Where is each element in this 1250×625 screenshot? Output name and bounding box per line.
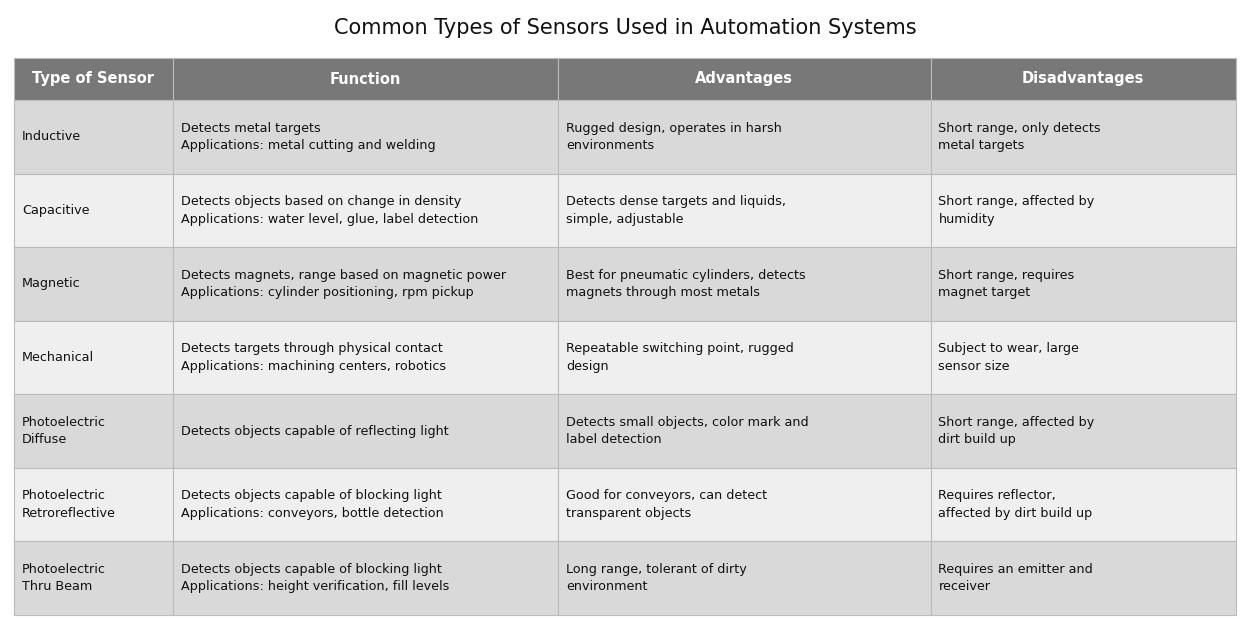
- Text: Detects targets through physical contact
Applications: machining centers, roboti: Detects targets through physical contact…: [181, 342, 446, 372]
- Text: Photoelectric
Thru Beam: Photoelectric Thru Beam: [22, 563, 106, 594]
- Bar: [930, 468, 1236, 541]
- Bar: [173, 100, 558, 174]
- Bar: [14, 394, 172, 468]
- Bar: [14, 58, 172, 100]
- Text: Mechanical: Mechanical: [22, 351, 94, 364]
- Bar: [930, 100, 1236, 174]
- Bar: [14, 541, 172, 615]
- Text: Type of Sensor: Type of Sensor: [32, 71, 155, 86]
- Text: Detects objects capable of blocking light
Applications: conveyors, bottle detect: Detects objects capable of blocking ligh…: [181, 489, 444, 520]
- Bar: [930, 58, 1236, 100]
- Text: Advantages: Advantages: [695, 71, 794, 86]
- Bar: [14, 174, 172, 247]
- Bar: [558, 100, 930, 174]
- Bar: [173, 247, 558, 321]
- Text: Disadvantages: Disadvantages: [1022, 71, 1145, 86]
- Bar: [930, 541, 1236, 615]
- Text: Subject to wear, large
sensor size: Subject to wear, large sensor size: [939, 342, 1080, 372]
- Text: Short range, only detects
metal targets: Short range, only detects metal targets: [939, 121, 1101, 152]
- Text: Detects metal targets
Applications: metal cutting and welding: Detects metal targets Applications: meta…: [181, 121, 435, 152]
- Text: Magnetic: Magnetic: [22, 278, 80, 291]
- Bar: [930, 321, 1236, 394]
- Bar: [930, 174, 1236, 247]
- Text: Inductive: Inductive: [22, 130, 81, 143]
- Text: Best for pneumatic cylinders, detects
magnets through most metals: Best for pneumatic cylinders, detects ma…: [566, 269, 805, 299]
- Text: Repeatable switching point, rugged
design: Repeatable switching point, rugged desig…: [566, 342, 794, 372]
- Bar: [14, 321, 172, 394]
- Text: Function: Function: [330, 71, 401, 86]
- Bar: [173, 58, 558, 100]
- Text: Photoelectric
Retroreflective: Photoelectric Retroreflective: [22, 489, 116, 520]
- Bar: [14, 247, 172, 321]
- Bar: [558, 321, 930, 394]
- Bar: [930, 247, 1236, 321]
- Bar: [930, 394, 1236, 468]
- Bar: [558, 174, 930, 247]
- Bar: [173, 394, 558, 468]
- Text: Capacitive: Capacitive: [22, 204, 90, 217]
- Bar: [14, 468, 172, 541]
- Text: Detects small objects, color mark and
label detection: Detects small objects, color mark and la…: [566, 416, 809, 446]
- Text: Detects objects capable of reflecting light: Detects objects capable of reflecting li…: [181, 424, 449, 438]
- Text: Short range, requires
magnet target: Short range, requires magnet target: [939, 269, 1075, 299]
- Text: Rugged design, operates in harsh
environments: Rugged design, operates in harsh environ…: [566, 121, 781, 152]
- Bar: [558, 58, 930, 100]
- Bar: [173, 174, 558, 247]
- Text: Long range, tolerant of dirty
environment: Long range, tolerant of dirty environmen…: [566, 563, 746, 594]
- Text: Detects objects based on change in density
Applications: water level, glue, labe: Detects objects based on change in densi…: [181, 195, 479, 226]
- Text: Short range, affected by
humidity: Short range, affected by humidity: [939, 195, 1095, 226]
- Text: Requires an emitter and
receiver: Requires an emitter and receiver: [939, 563, 1094, 594]
- Bar: [558, 468, 930, 541]
- Bar: [14, 100, 172, 174]
- Text: Detects magnets, range based on magnetic power
Applications: cylinder positionin: Detects magnets, range based on magnetic…: [181, 269, 506, 299]
- Bar: [558, 247, 930, 321]
- Text: Detects dense targets and liquids,
simple, adjustable: Detects dense targets and liquids, simpl…: [566, 195, 786, 226]
- Text: Detects objects capable of blocking light
Applications: height verification, fil: Detects objects capable of blocking ligh…: [181, 563, 449, 594]
- Bar: [558, 541, 930, 615]
- Bar: [173, 541, 558, 615]
- Text: Photoelectric
Diffuse: Photoelectric Diffuse: [22, 416, 106, 446]
- Bar: [558, 394, 930, 468]
- Text: Good for conveyors, can detect
transparent objects: Good for conveyors, can detect transpare…: [566, 489, 768, 520]
- Text: Common Types of Sensors Used in Automation Systems: Common Types of Sensors Used in Automati…: [334, 18, 916, 38]
- Bar: [173, 468, 558, 541]
- Text: Short range, affected by
dirt build up: Short range, affected by dirt build up: [939, 416, 1095, 446]
- Text: Requires reflector,
affected by dirt build up: Requires reflector, affected by dirt bui…: [939, 489, 1092, 520]
- Bar: [173, 321, 558, 394]
